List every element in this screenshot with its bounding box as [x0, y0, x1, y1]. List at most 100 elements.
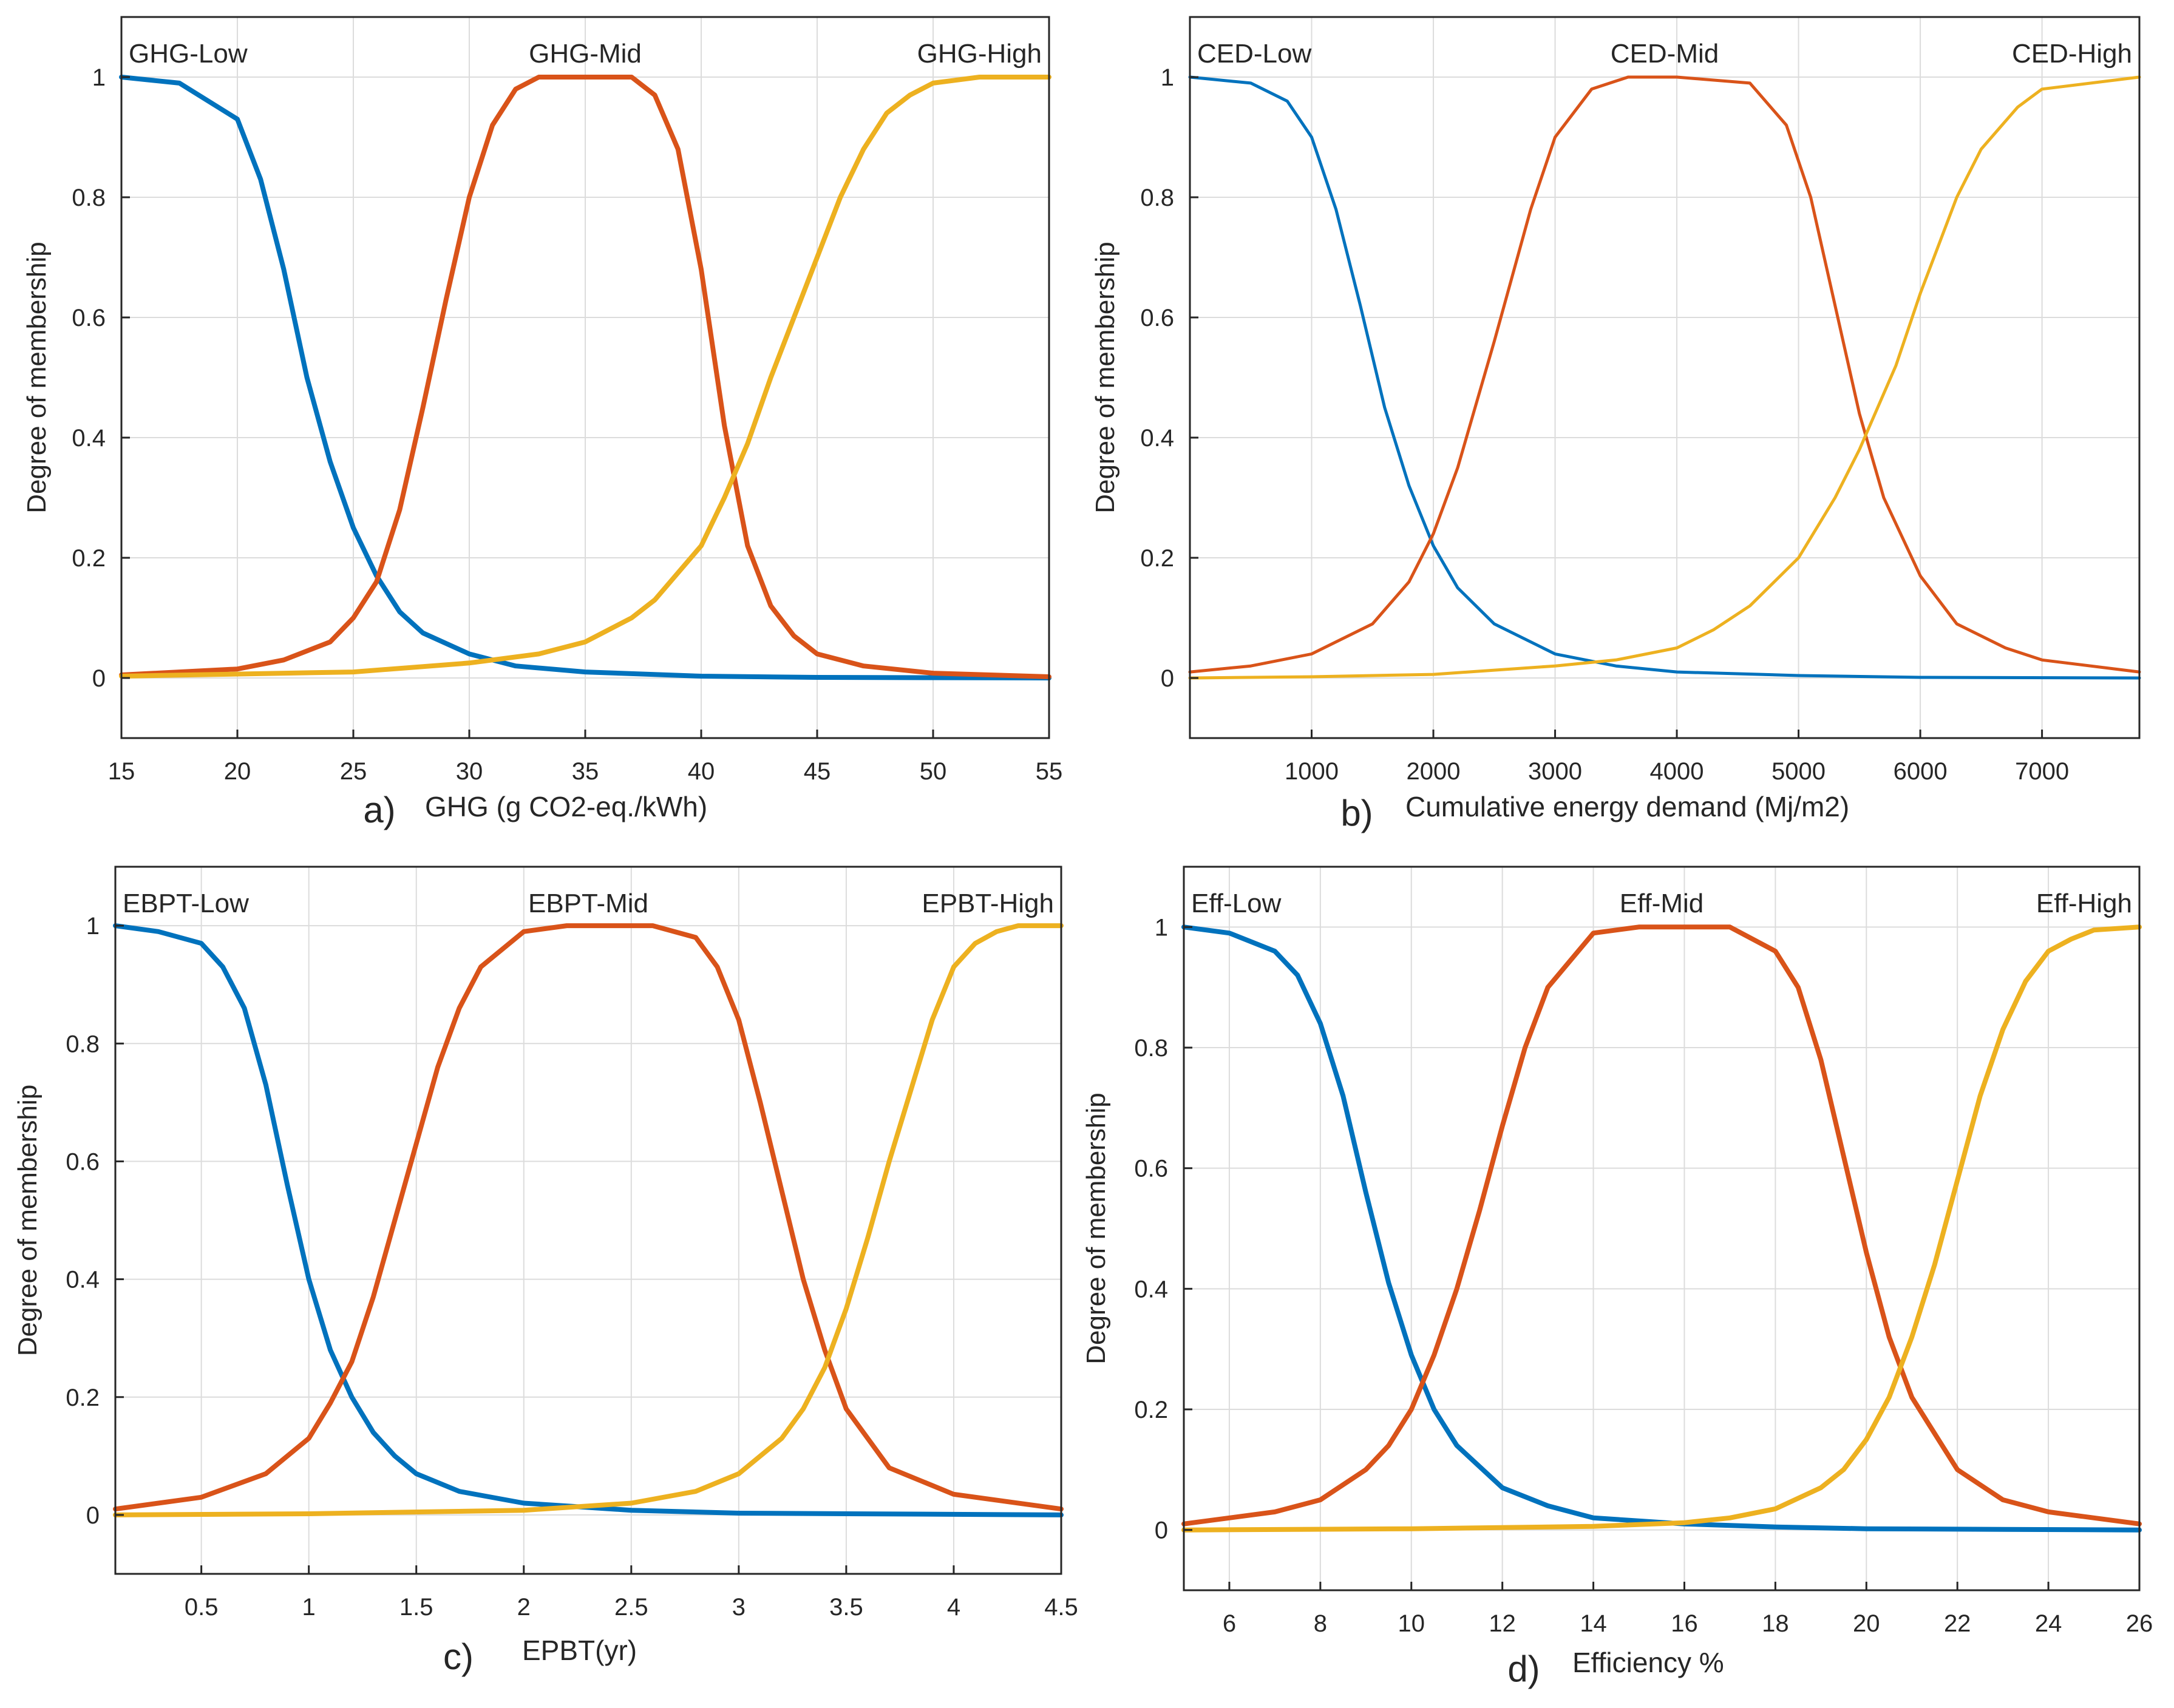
x-tick-label: 30: [456, 758, 483, 785]
y-axis-label: Degree of membership: [1081, 1093, 1111, 1364]
y-tick-label: 0: [86, 1502, 100, 1529]
x-tick-label: 2: [517, 1594, 531, 1621]
y-tick-label: 0: [1161, 665, 1174, 692]
plot-area: [115, 867, 1061, 1574]
y-tick-label: 0.8: [72, 185, 106, 211]
series-label-ced-low: CED-Low: [1197, 39, 1311, 69]
y-tick-label: 0.4: [1134, 1276, 1168, 1303]
x-tick-label: 20: [224, 758, 251, 785]
y-tick-label: 1: [86, 913, 100, 940]
x-tick-label: 1000: [1285, 758, 1339, 785]
x-axis-label: GHG (g CO2-eq./kWh): [425, 791, 707, 822]
x-tick-label: 26: [2126, 1610, 2153, 1637]
axes-box: [114, 866, 1062, 1575]
series-label-eff-high: Eff-High: [2036, 889, 2132, 918]
x-axis-label: EPBT(yr): [522, 1635, 637, 1666]
x-tick-label: 45: [804, 758, 831, 785]
x-tick-label: 4000: [1650, 758, 1704, 785]
x-tick-label: 0.5: [185, 1594, 219, 1621]
x-tick-label: 6000: [1894, 758, 1948, 785]
chart-panel-3: 0.5 1 1.5 2 2.5 3 3.5 4 4.5 0 0.2 0.4 0.6 0.8 1 EBPT-Lo…: [13, 866, 1078, 1677]
y-tick-label: 0.4: [72, 425, 106, 452]
x-tick-label: 3: [732, 1594, 746, 1621]
series-label-eff-low: Eff-Low: [1191, 889, 1282, 918]
x-tick-label: 40: [688, 758, 715, 785]
x-axis-label: Efficiency %: [1572, 1647, 1724, 1678]
x-tick-label: 15: [108, 758, 135, 785]
y-tick-label: 0.2: [1140, 545, 1174, 572]
y-tick-label: 0.8: [1134, 1035, 1168, 1062]
y-tick-label: 0.4: [1140, 425, 1174, 452]
x-tick-label: 1.5: [399, 1594, 433, 1621]
y-tick-label: 0.6: [72, 305, 106, 331]
y-tick-label: 0.6: [66, 1148, 100, 1175]
x-tick-label: 50: [920, 758, 947, 785]
panel-letter: a): [363, 790, 395, 830]
y-axis-label: Degree of membership: [22, 242, 52, 513]
chart-panel-1: 15 20 25 30 35 40 45 50 55 0 0.2 0.4 0.6 0.8 1 GHG-Low G…: [22, 16, 1063, 830]
y-tick-label: 0.6: [1134, 1156, 1168, 1182]
plot-area: [1184, 867, 2139, 1590]
x-tick-label: 5000: [1771, 758, 1826, 785]
chart-panel-4: 6 8 10 12 14 16 18 20 22 24 26 0 0.2 0.4 0.6 0.8 1 Eff-Lo…: [1081, 866, 2153, 1689]
series-label-ghg-high: GHG-High: [917, 39, 1042, 69]
series-line-ghg-high: [119, 75, 1051, 679]
x-tick-label: 16: [1671, 1610, 1698, 1637]
y-tick-label: 0.8: [1140, 185, 1174, 211]
x-tick-label: 4.5: [1044, 1594, 1078, 1621]
x-tick-label: 3.5: [829, 1594, 863, 1621]
panel-letter: d): [1507, 1649, 1540, 1689]
series-line-ebpt-low: [113, 923, 1064, 1517]
y-tick-label: 0: [92, 665, 106, 692]
series-line-eff-mid: [1181, 924, 2142, 1527]
series-line-ghg-mid: [119, 75, 1051, 679]
y-tick-label: 0.2: [1134, 1397, 1168, 1423]
series-label-ghg-mid: GHG-Mid: [529, 39, 642, 69]
x-tick-label: 2000: [1407, 758, 1461, 785]
x-tick-label: 2.5: [614, 1594, 648, 1621]
x-tick-label: 14: [1580, 1610, 1607, 1637]
series-label-ced-high: CED-High: [2012, 39, 2132, 69]
series-label-epbt-high: EPBT-High: [922, 889, 1054, 918]
y-axis-label: Degree of membership: [1090, 242, 1120, 513]
x-tick-label: 3000: [1528, 758, 1582, 785]
panel-letter: b): [1340, 793, 1373, 833]
series-line-ebpt-mid: [113, 923, 1064, 1512]
plot-area: [1190, 17, 2139, 738]
x-tick-label: 12: [1489, 1610, 1516, 1637]
series-label-ced-mid: CED-Mid: [1611, 39, 1719, 69]
y-tick-label: 0.6: [1140, 305, 1174, 331]
axes-box: [1189, 16, 2141, 739]
x-tick-label: 18: [1762, 1610, 1789, 1637]
axes-box: [1183, 866, 2141, 1591]
y-tick-label: 0.8: [66, 1031, 100, 1057]
x-tick-label: 25: [340, 758, 367, 785]
y-tick-label: 0.4: [66, 1267, 100, 1293]
x-tick-label: 6: [1223, 1610, 1236, 1637]
series-line-ced-mid: [1188, 75, 2141, 674]
series-label-ghg-low: GHG-Low: [129, 39, 248, 69]
series-line-ced-low: [1188, 75, 2141, 680]
x-tick-label: 10: [1398, 1610, 1425, 1637]
panel-letter: c): [443, 1636, 474, 1677]
series-line-epbt-high: [113, 923, 1064, 1517]
x-tick-label: 55: [1036, 758, 1063, 785]
chart-panel-2: 1000 2000 3000 4000 5000 6000 7000 0 0.2 0.4 0.6 0.…: [1090, 16, 2141, 833]
x-tick-label: 7000: [2015, 758, 2069, 785]
x-axis-label: Cumulative energy demand (Mj/m2): [1405, 791, 1849, 822]
x-tick-label: 8: [1314, 1610, 1327, 1637]
series-label-ebpt-mid: EBPT-Mid: [528, 889, 648, 918]
series-label-eff-mid: Eff-Mid: [1620, 889, 1704, 918]
y-tick-label: 0.2: [66, 1384, 100, 1411]
x-tick-label: 4: [947, 1594, 960, 1621]
y-tick-label: 0.2: [72, 545, 106, 572]
y-tick-label: 0: [1155, 1517, 1168, 1544]
series-label-ebpt-low: EBPT-Low: [123, 889, 249, 918]
series-line-ced-high: [1188, 75, 2141, 680]
y-tick-label: 1: [1161, 64, 1174, 91]
y-tick-label: 1: [1155, 914, 1168, 941]
y-tick-label: 1: [92, 64, 106, 91]
x-tick-label: 20: [1853, 1610, 1880, 1637]
x-tick-label: 35: [572, 758, 599, 785]
